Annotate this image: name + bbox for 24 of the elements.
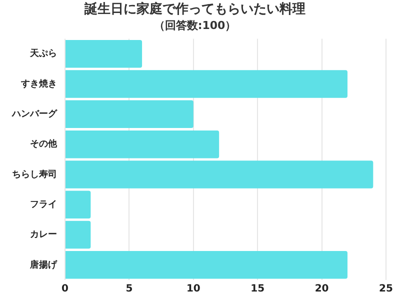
bar [66, 40, 142, 68]
y-tick-label: ちらし寿司 [12, 168, 57, 180]
bar [66, 160, 374, 188]
bar [66, 100, 194, 128]
y-tick-label: カレー [30, 230, 57, 240]
bar [66, 220, 91, 249]
x-tick-label: 0 [62, 284, 69, 295]
bar [66, 70, 348, 98]
y-tick-label: すき焼き [20, 78, 57, 90]
chart-title: 誕生日に家庭で作ってもらいたい料理 [84, 1, 306, 18]
x-tick-label: 25 [379, 284, 393, 295]
y-tick-label: ハンバーグ [11, 108, 58, 120]
x-tick-label: 15 [250, 284, 265, 295]
chart-subtitle: （回答数:100） [154, 19, 236, 32]
x-tick-label: 10 [186, 284, 200, 295]
y-tick-label: その他 [30, 138, 58, 150]
y-tick-label: 唐揚げ [29, 259, 58, 270]
x-tick-label: 5 [126, 284, 133, 295]
y-tick-label: フライ [30, 200, 57, 210]
bar [66, 190, 91, 218]
x-tick-label: 20 [314, 284, 329, 295]
bar [66, 130, 220, 158]
y-tick-label: 天ぷら [29, 48, 57, 60]
bar [66, 251, 348, 279]
